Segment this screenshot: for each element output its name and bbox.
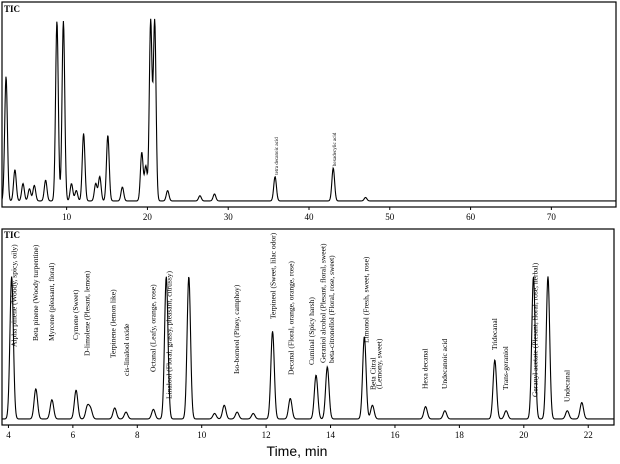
chromatogram-trace	[1, 18, 616, 202]
x-tick-label: 50	[385, 212, 395, 222]
bottom-plot-frame	[1, 228, 615, 426]
x-tick-label: 12	[262, 430, 271, 440]
peak-annotation: cis-linalool oxide	[122, 323, 131, 376]
x-tick-label: 40	[305, 212, 315, 222]
peak-annotation: Myrcene (pleasant, floral)	[47, 262, 56, 341]
peak-annotation: D-limolene (Plesant, lemon)	[82, 270, 91, 356]
x-tick-label: 20	[519, 430, 529, 440]
peak-annotation: Limonol (Fresh, sweet, rose)	[361, 256, 370, 343]
x-tick-label: 14	[326, 430, 336, 440]
peak-annotation: Hexa decanal	[421, 348, 430, 389]
peak-annotation: Undecanoic acid	[440, 339, 449, 389]
peak-annotation: (Lemony, sweet)	[374, 338, 383, 389]
bottom-chromatogram-panel: TIC 4 6 8 10 12 14 16 18 20 22 Alpha pinene (Wood…	[1, 228, 615, 440]
x-tick-label: 18	[455, 430, 465, 440]
x-tick-label: 10	[197, 430, 207, 440]
peak-annotation: Beta pinene (Woody turpentine)	[31, 244, 40, 341]
top-plot-frame	[1, 1, 617, 208]
x-tick-label: 70	[547, 212, 557, 222]
x-tick-label: 4	[6, 430, 11, 440]
x-tick-label: 16	[390, 430, 400, 440]
peak-annotation: beta-citronellol (Floral, rose, sweet)	[327, 255, 336, 363]
x-tick-label: 6	[71, 430, 76, 440]
x-tick-label: 20	[143, 212, 153, 222]
x-axis-label: Time, min	[267, 443, 328, 459]
x-tick-label: 22	[584, 430, 593, 440]
x-tick-label: 10	[62, 212, 72, 222]
x-tick-label: 30	[224, 212, 234, 222]
peak-annotation: Cymene (Sweet)	[71, 289, 80, 340]
peak-annotation: Undecanal	[562, 370, 571, 402]
peak-annotation: hexadecylic acid	[333, 132, 338, 166]
peak-annotation: Beta Citral	[368, 357, 377, 390]
x-tick-label: 60	[466, 212, 476, 222]
peak-annotation: Terpinene (lemon like)	[109, 289, 118, 358]
peak-annotation: Trans-geraniol	[501, 346, 510, 390]
peak-annotation: Iso-borneol (Piney, camphoy)	[232, 284, 241, 374]
peak-annotation: Geranyl acetate (Plesant, floral, rose, …	[530, 262, 539, 397]
x-tick-label: 8	[135, 430, 140, 440]
top-chart-title: TIC	[4, 4, 20, 14]
peak-annotation: Linalool (Floral, grassy, pleasant, citr…	[164, 270, 173, 399]
peak-annotation: Alpha pinene (Woody, spicy, oily)	[10, 244, 19, 347]
peak-annotation: Octanal (Leafy, orange, rose)	[148, 284, 157, 372]
peak-annotation: Tridecanal	[490, 318, 499, 350]
top-chromatogram-panel: TIC 10 20 30 40 50 60 70 tetra decanoic acid he…	[1, 1, 617, 222]
peak-annotation: Cuminal (Spicy harsh)	[307, 297, 316, 365]
peak-annotation: Terpineol (Sweet, lilac odor)	[269, 232, 278, 319]
peak-annotation: Geraniol alcohol (Plesant, floral, sweet…	[318, 243, 327, 363]
peak-annotation: Decanal (Floral, orange, orange, rose)	[286, 261, 295, 375]
chromatogram-trace	[2, 276, 614, 420]
peak-annotation: tetra decanoic acid	[275, 137, 280, 175]
bottom-chart-title: TIC	[4, 230, 20, 240]
